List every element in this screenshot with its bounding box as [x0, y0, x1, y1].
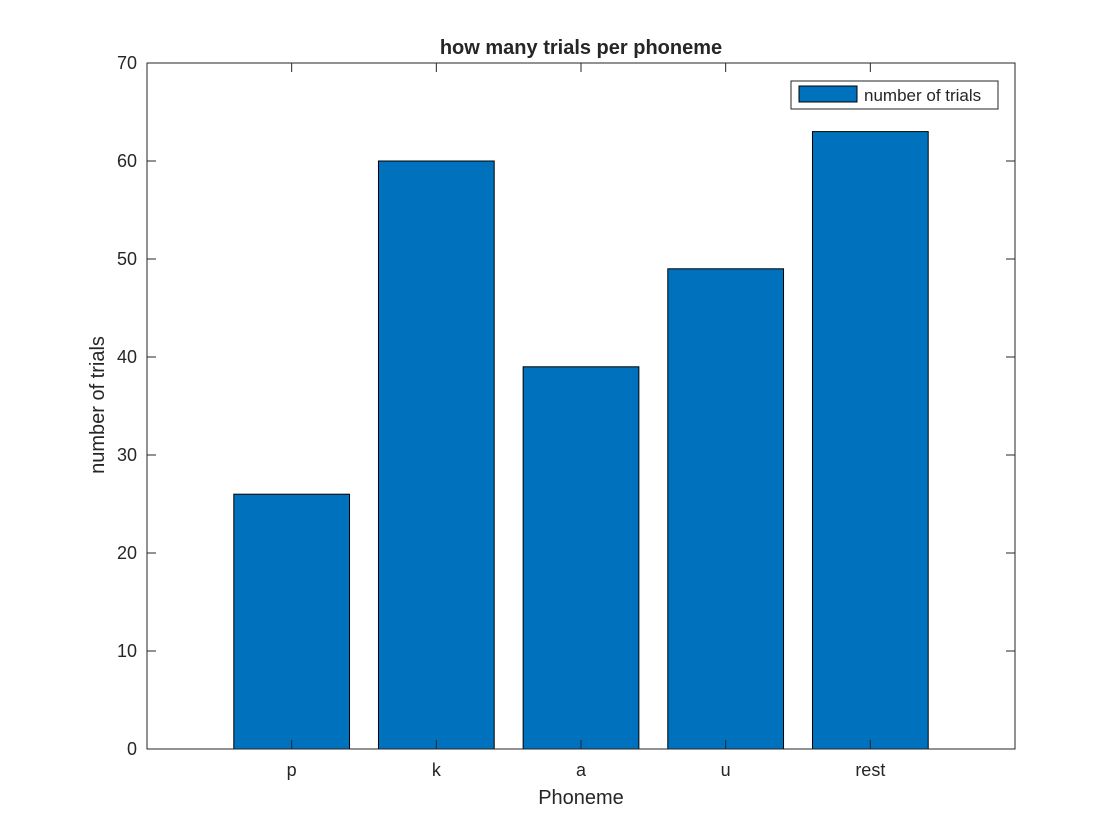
x-tick-label-u: u	[721, 760, 731, 780]
x-tick-label-rest: rest	[855, 760, 885, 780]
x-axis-ticks: p k a u rest	[287, 63, 885, 780]
y-axis-title: number of trials	[87, 336, 109, 474]
legend-label: number of trials	[864, 86, 981, 105]
y-tick-label: 30	[117, 445, 137, 465]
x-tick-label-p: p	[287, 760, 297, 780]
bars-group	[233, 131, 929, 750]
y-tick-label: 60	[117, 151, 137, 171]
bar-u	[667, 268, 785, 750]
chart-title: how many trials per phoneme	[440, 37, 722, 59]
legend-swatch	[798, 85, 858, 103]
y-tick-label: 40	[117, 347, 137, 367]
y-tick-label: 0	[127, 739, 137, 759]
legend: number of trials	[790, 80, 999, 110]
bar-a	[522, 366, 640, 750]
x-tick-label-a: a	[576, 760, 587, 780]
bar-k	[377, 160, 495, 750]
y-tick-label: 50	[117, 249, 137, 269]
y-axis-ticks: 0 10 20 30 40 50 60 70	[117, 53, 1015, 759]
bar-rest	[811, 131, 929, 750]
y-tick-label: 10	[117, 641, 137, 661]
bar-p	[233, 493, 351, 750]
y-tick-label: 20	[117, 543, 137, 563]
x-tick-label-k: k	[432, 760, 442, 780]
y-tick-label: 70	[117, 53, 137, 73]
x-axis-title: Phoneme	[538, 787, 624, 809]
